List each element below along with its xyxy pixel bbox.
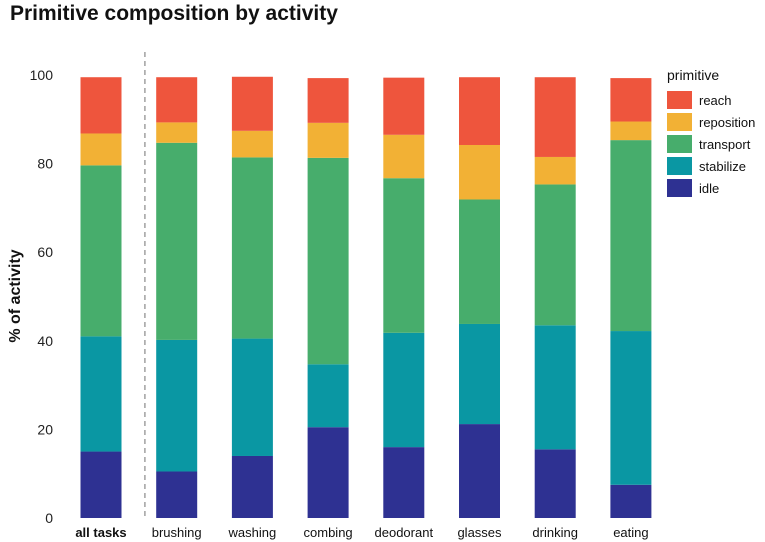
bar-eating-stabilize: [610, 331, 652, 485]
bar-drinking-stabilize: [534, 325, 576, 450]
bar-combing-reach: [307, 78, 349, 123]
bar-all-tasks-stabilize: [80, 336, 122, 452]
bar-eating-reach: [610, 78, 652, 122]
bar-brushing-stabilize: [156, 339, 198, 472]
x-label-eating: eating: [613, 525, 648, 540]
bar-brushing-idle: [156, 471, 198, 518]
bar-glasses-reach: [459, 77, 500, 145]
y-axis: 0 20 40 60 80 100: [30, 67, 54, 526]
x-label-all-tasks: all tasks: [75, 525, 126, 540]
legend-swatch-reach: [667, 91, 692, 109]
bar-deodorant-reposition: [383, 134, 425, 179]
x-label-combing: combing: [304, 525, 353, 540]
legend-swatch-idle: [667, 179, 692, 197]
y-tick-label-60: 60: [37, 244, 53, 260]
bar-combing-transport: [307, 157, 349, 365]
legend-swatch-transport: [667, 135, 692, 153]
legend: primitive reach reposition transport stabil…: [667, 67, 755, 197]
legend-label-transport: transport: [699, 137, 751, 152]
bar-drinking-reach: [534, 77, 576, 157]
bar-all-tasks-reach: [80, 77, 122, 134]
x-label-deodorant: deodorant: [375, 525, 434, 540]
bar-drinking-idle: [534, 449, 576, 518]
y-tick-label-40: 40: [37, 333, 53, 349]
bar-washing-stabilize: [231, 338, 273, 456]
bar-glasses-idle: [459, 424, 500, 518]
bar-brushing-transport: [156, 142, 198, 340]
bar-all-tasks-transport: [80, 165, 122, 337]
legend-label-stabilize: stabilize: [699, 159, 746, 174]
bar-eating-reposition: [610, 121, 652, 141]
bar-glasses-reposition: [459, 144, 500, 200]
bar-deodorant-idle: [383, 447, 425, 518]
y-tick-label-80: 80: [37, 156, 53, 172]
y-tick-label-20: 20: [37, 421, 53, 437]
chart-title: Primitive composition by activity: [10, 2, 338, 25]
bars-group: [80, 76, 652, 518]
bar-deodorant-reach: [383, 77, 425, 135]
bar-combing-reposition: [307, 122, 349, 158]
x-label-drinking: drinking: [532, 525, 578, 540]
bar-combing-stabilize: [307, 364, 349, 428]
bar-deodorant-stabilize: [383, 332, 425, 448]
bar-washing-reach: [231, 76, 273, 131]
y-tick-label-0: 0: [45, 510, 53, 526]
bar-all-tasks-idle: [80, 451, 122, 518]
bar-brushing-reach: [156, 77, 198, 123]
x-label-washing: washing: [228, 525, 277, 540]
x-label-glasses: glasses: [457, 525, 502, 540]
bar-drinking-transport: [534, 184, 576, 326]
x-label-brushing: brushing: [152, 525, 202, 540]
legend-title: primitive: [667, 67, 719, 83]
bar-combing-idle: [307, 427, 349, 518]
legend-swatch-reposition: [667, 113, 692, 131]
bar-glasses-transport: [459, 199, 500, 324]
bar-brushing-reposition: [156, 122, 198, 143]
legend-swatch-stabilize: [667, 157, 692, 175]
x-axis-labels: all tasks brushing washing combing deodorant…: [75, 525, 648, 540]
bar-washing-transport: [231, 157, 273, 339]
bar-drinking-reposition: [534, 156, 576, 185]
bar-eating-idle: [610, 484, 652, 518]
bar-washing-idle: [231, 455, 273, 518]
legend-label-idle: idle: [699, 181, 719, 196]
y-axis-label: % of activity: [7, 249, 24, 342]
bar-glasses-stabilize: [459, 323, 500, 425]
bar-washing-reposition: [231, 130, 273, 158]
legend-label-reach: reach: [699, 93, 732, 108]
bar-deodorant-transport: [383, 178, 425, 333]
bar-all-tasks-reposition: [80, 133, 122, 166]
bar-eating-transport: [610, 140, 652, 332]
y-tick-label-100: 100: [30, 67, 54, 83]
legend-label-reposition: reposition: [699, 115, 755, 130]
